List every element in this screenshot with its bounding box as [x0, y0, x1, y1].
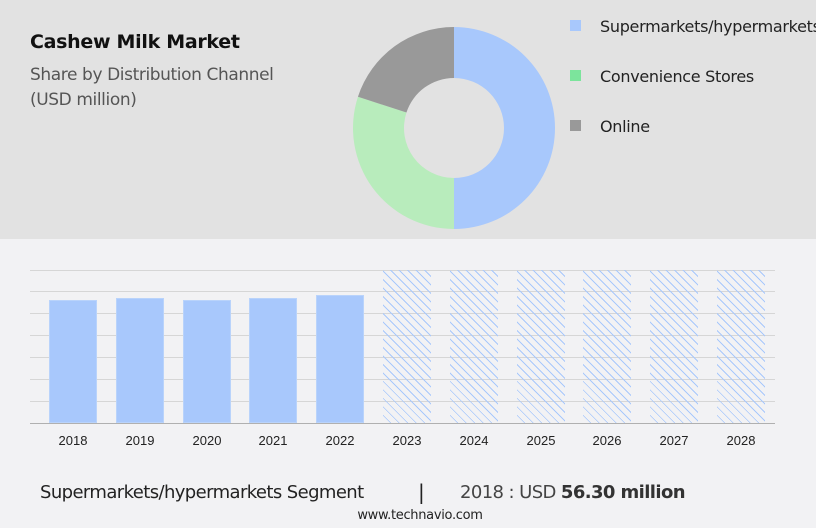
x-axis: [30, 423, 775, 424]
forecast-bar-2027: [650, 270, 698, 423]
x-tick-label: 2026: [592, 433, 622, 448]
bar-2018: [49, 300, 97, 423]
x-tick-label: 2022: [325, 433, 355, 448]
forecast-bar-2026: [583, 270, 631, 423]
donut-slice-online: [357, 27, 454, 113]
subtitle-line-1: Share by Distribution Channel: [30, 65, 274, 85]
bar-chart: 2018 2019 2020 2021 2022 2023 2024 2025 2026 2027…: [0, 240, 816, 460]
x-tick-label: 2019: [125, 433, 155, 448]
legend-label: Convenience Stores: [600, 67, 754, 86]
website-link[interactable]: www.technavio.com: [357, 508, 483, 523]
x-tick-label: 2023: [392, 433, 422, 448]
x-tick-label: 2025: [526, 433, 556, 448]
bar-2021: [249, 298, 297, 423]
x-tick-label: 2018: [58, 433, 88, 448]
separator: |: [418, 480, 425, 504]
forecast-bar-2028: [717, 270, 765, 423]
x-tick-label: 2020: [192, 433, 222, 448]
footer-summary: Supermarkets/hypermarkets Segment | 2018…: [0, 480, 816, 504]
legend-swatch-online: [570, 120, 581, 131]
chart-subtitle: Share by Distribution Channel (USD milli…: [30, 63, 330, 113]
subtitle-line-2: (USD million): [30, 90, 137, 110]
chart-title: Cashew Milk Market: [30, 31, 240, 53]
legend-swatch-convenience: [570, 70, 581, 81]
bar-2020: [183, 300, 231, 423]
bar-2022: [316, 295, 364, 423]
segment-label: Supermarkets/hypermarkets Segment: [40, 482, 364, 503]
x-tick-label: 2024: [459, 433, 489, 448]
forecast-bar-2024: [450, 270, 498, 423]
segment-value: 2018 : USD 56.30 million: [460, 482, 686, 503]
x-tick-label: 2028: [726, 433, 756, 448]
forecast-bar-2025: [517, 270, 565, 423]
x-tick-label: 2027: [659, 433, 689, 448]
x-tick-label: 2021: [258, 433, 288, 448]
top-panel: Cashew Milk Market Share by Distribution…: [0, 0, 816, 239]
forecast-bar-2023: [383, 270, 431, 423]
legend-swatch-supermarkets: [570, 20, 581, 31]
legend-label: Online: [600, 117, 650, 136]
year-prefix: 2018 : USD: [460, 482, 561, 503]
value-text: 56.30 million: [560, 482, 686, 503]
donut-slice-supermarkets: [454, 27, 555, 229]
donut-slice-convenience: [353, 96, 454, 230]
legend-label: Supermarkets/hypermarkets: [600, 17, 816, 36]
bar-2019: [116, 298, 164, 423]
donut-chart: [353, 27, 555, 230]
